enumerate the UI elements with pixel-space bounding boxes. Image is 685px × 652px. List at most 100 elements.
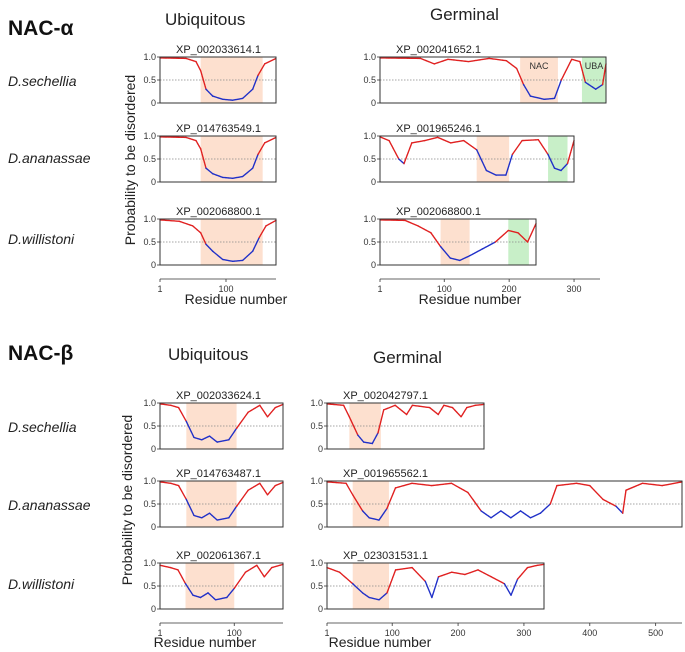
- disorder-segment: [477, 569, 492, 578]
- disorder-segment: [579, 60, 587, 84]
- disorder-segment: [214, 596, 228, 601]
- disorder-segment: [363, 441, 373, 445]
- y-tick-label: 0.5: [143, 154, 156, 164]
- disorder-segment: [274, 481, 284, 487]
- disorder-segment: [371, 432, 379, 445]
- disorder-segment: [595, 83, 604, 90]
- x-tick-label: 100: [218, 284, 233, 294]
- group-title-alpha-ubiquitous: Ubiquitous: [165, 10, 245, 29]
- y-tick-label: 0.5: [143, 499, 156, 509]
- disorder-segment: [431, 482, 453, 487]
- disorder-segment: [481, 241, 497, 250]
- disorder-segment: [241, 167, 254, 178]
- disorder-segment: [517, 232, 529, 243]
- chart-panel-1: XP_002033614.1 0 0.5 1.0: [143, 44, 277, 108]
- disorder-segment: [437, 136, 452, 144]
- disorder-segment: [378, 507, 388, 521]
- disorder-segment: [424, 580, 433, 599]
- disorder-segment: [177, 569, 187, 585]
- disorder-segment: [368, 596, 380, 601]
- disorder-segment: [264, 136, 277, 144]
- y-tick-label: 0.5: [143, 421, 156, 431]
- disorder-segment: [388, 139, 400, 160]
- disorder-segment: [221, 98, 234, 101]
- disorder-segment: [529, 512, 542, 519]
- y-tick-label: 0.5: [143, 237, 156, 247]
- disorder-segment: [178, 220, 194, 227]
- disorder-segment: [386, 487, 397, 510]
- disorder-segment: [419, 57, 435, 65]
- disorder-segment: [193, 436, 203, 441]
- disorder-segment: [536, 563, 545, 566]
- disorder-segment: [247, 482, 261, 491]
- disorder-segment: [221, 258, 234, 262]
- disorder-segment: [405, 404, 414, 416]
- disorder-segment: [417, 225, 432, 234]
- y-axis-title-beta: Probability to be disordered: [119, 415, 135, 585]
- disorder-segment: [490, 576, 506, 585]
- disorder-segment: [394, 404, 408, 416]
- disorder-segment: [466, 404, 477, 409]
- disorder-segment: [211, 172, 224, 179]
- disorder-segment: [201, 435, 211, 441]
- disorder-segment: [266, 406, 276, 418]
- x-axis-title-alpha-germinal: Residue number: [419, 291, 522, 307]
- disorder-segment: [430, 232, 442, 248]
- disorder-segment: [211, 250, 224, 261]
- disorder-segment: [625, 482, 644, 491]
- disorder-segment: [522, 83, 532, 97]
- chart-panels: XP_002033614.1 0 0.5 1.0 XP_014763549.1 0 0.5 1…: [143, 44, 683, 638]
- x-tick-label: 300: [567, 284, 582, 294]
- y-tick-label: 0: [151, 260, 156, 270]
- disorder-segment: [615, 505, 624, 514]
- panel-title: XP_002042797.1: [343, 390, 428, 402]
- disorder-segment: [411, 566, 426, 583]
- disorder-segment: [205, 243, 214, 252]
- y-tick-label: 0.5: [363, 154, 376, 164]
- disorder-segment: [571, 58, 581, 63]
- disorder-segment: [549, 484, 558, 505]
- chart-panel-12: XP_023031531.1 0 0.5 1.0 1 100 200 300 400 500: [310, 550, 682, 638]
- y-tick-label: 0: [371, 177, 376, 187]
- disorder-segment: [431, 576, 440, 599]
- chart-panel-2: XP_014763549.1 0 0.5 1.0: [143, 123, 277, 187]
- disorder-segment: [211, 95, 224, 101]
- disorder-segment: [439, 245, 451, 259]
- panel-title: XP_014763549.1: [176, 123, 261, 135]
- disorder-segment: [505, 60, 518, 70]
- disorder-segment: [191, 225, 202, 234]
- disorder-segment: [241, 88, 254, 100]
- x-tick-label: 200: [502, 284, 517, 294]
- disorder-segment: [257, 142, 266, 156]
- disorder-segment: [205, 88, 214, 97]
- disorder-segment: [201, 512, 211, 519]
- disorder-segment: [485, 169, 497, 176]
- disorder-segment: [526, 222, 537, 243]
- disorder-segment: [368, 517, 380, 521]
- disorder-segment: [476, 149, 488, 172]
- panel-title: XP_002068800.1: [396, 206, 481, 218]
- species-label-alpha-ananassae: D.ananassae: [8, 150, 91, 166]
- disorder-segment: [199, 232, 207, 246]
- disorder-segment: [537, 138, 549, 156]
- disorder-segment: [404, 219, 419, 227]
- x-tick-label: 1: [377, 284, 382, 294]
- disorder-segment: [450, 482, 469, 494]
- x-tick-label: 1: [157, 628, 162, 638]
- disorder-segment: [460, 406, 468, 418]
- panel-title: XP_023031531.1: [343, 550, 428, 562]
- disorder-segment: [467, 491, 482, 512]
- chart-panel-3: XP_002068800.1 0 0.5 1.0 1 100: [143, 206, 277, 294]
- disorder-segment: [511, 139, 523, 156]
- x-tick-label: 200: [451, 628, 466, 638]
- y-tick-label: 1.0: [310, 476, 323, 486]
- y-tick-label: 0: [151, 444, 156, 454]
- disorder-segment: [566, 139, 575, 165]
- disorder-segment: [177, 406, 188, 423]
- disorder-segment: [263, 566, 273, 578]
- x-axis-title-beta-ubiquitous: Residue number: [154, 634, 257, 650]
- y-tick-label: 0.5: [310, 499, 323, 509]
- disorder-segment: [451, 571, 466, 576]
- disorder-segment: [251, 236, 260, 252]
- x-tick-label: 400: [582, 628, 597, 638]
